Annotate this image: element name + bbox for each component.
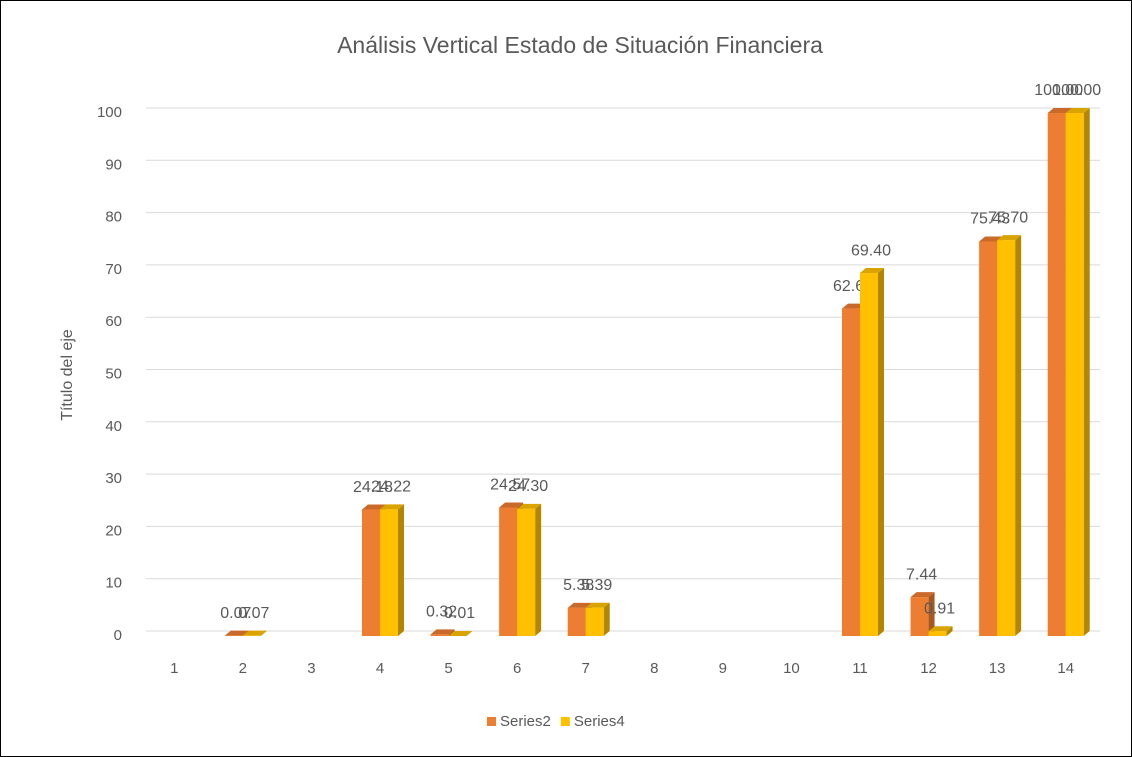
y-tick-label: 50 (105, 365, 122, 382)
bar (997, 240, 1016, 637)
bar-side (535, 503, 542, 636)
bar-top (1047, 108, 1072, 113)
bar-top (910, 592, 935, 598)
x-tick-label: 13 (989, 660, 1006, 677)
data-label: 5.39 (581, 577, 612, 594)
bar (380, 509, 398, 636)
bar-top (1065, 108, 1090, 113)
bar (362, 509, 380, 636)
legend-label: Series2 (500, 713, 551, 730)
bar-top (997, 235, 1022, 241)
x-tick-label: 8 (650, 660, 658, 677)
data-label: 24.57 (490, 477, 530, 494)
bar-top (224, 630, 249, 636)
legend-swatch (560, 717, 570, 726)
bar-top (430, 629, 455, 635)
y-tick-label: 10 (105, 575, 122, 592)
y-tick-label: 80 (105, 209, 122, 226)
bar-side (1083, 108, 1090, 636)
y-tick-label: 70 (105, 261, 122, 278)
y-tick-label: 40 (105, 418, 122, 435)
bar-top (585, 602, 610, 608)
y-tick-label: 0 (114, 627, 122, 644)
bar (860, 273, 878, 636)
bar-top (860, 268, 884, 274)
data-label: 0.07 (238, 605, 269, 622)
x-tick-label: 11 (852, 660, 868, 677)
bar-top (499, 502, 524, 508)
x-tick-label: 7 (582, 660, 590, 677)
bar-side (603, 602, 610, 636)
x-tick-label: 5 (444, 660, 452, 677)
bar-side (1015, 235, 1022, 637)
data-label: 0.01 (444, 605, 475, 622)
bar-top (242, 630, 267, 636)
bar-side (928, 592, 935, 636)
bar (499, 507, 518, 636)
bar-top (380, 504, 404, 510)
legend-swatch (487, 717, 496, 726)
bar-side (946, 626, 953, 636)
x-tick-label: 4 (376, 660, 384, 677)
data-label: 75.70 (988, 209, 1028, 226)
bar-side (260, 630, 267, 636)
y-tick-label: 90 (105, 156, 122, 173)
bar (567, 607, 586, 636)
x-tick-label: 6 (513, 660, 521, 677)
y-tick-label: 100 (97, 104, 122, 121)
bar-top (448, 630, 473, 636)
x-tick-label: 12 (920, 660, 937, 677)
chart-title: Análisis Vertical Estado de Situación Fi… (337, 32, 823, 58)
x-tick-label: 10 (783, 660, 800, 677)
data-label: 24.22 (371, 479, 411, 496)
data-label: 5.38 (563, 577, 594, 594)
data-label: 7.44 (906, 566, 937, 583)
bar (1047, 113, 1066, 636)
legend-label: Series4 (574, 713, 625, 730)
y-axis-title: Título del eje (59, 329, 76, 421)
data-label: 75.43 (970, 211, 1010, 228)
x-tick-label: 9 (719, 660, 727, 677)
x-tick-label: 14 (1057, 660, 1074, 677)
bar (517, 508, 536, 636)
bar (1065, 113, 1084, 636)
bar-side (448, 629, 455, 636)
bar-top (928, 626, 953, 632)
data-label: 0.32 (426, 604, 457, 621)
bar (979, 241, 998, 636)
y-tick-label: 60 (105, 313, 122, 330)
y-tick-label: 30 (105, 470, 122, 487)
bar-top (567, 602, 592, 608)
bar (928, 631, 947, 636)
bar (910, 597, 929, 636)
bar-side (878, 268, 884, 636)
bar-side (466, 630, 473, 636)
data-label: 100.00 (1034, 82, 1083, 99)
x-tick-label: 3 (307, 660, 315, 677)
data-label: 0.91 (924, 600, 955, 617)
data-label: 100.00 (1052, 82, 1101, 99)
bar (430, 634, 449, 636)
bar-top (362, 504, 386, 510)
data-label: 0.07 (220, 605, 251, 622)
data-label: 24.30 (508, 478, 548, 495)
x-tick-label: 2 (239, 660, 247, 677)
bar (585, 607, 604, 636)
data-label: 69.40 (851, 242, 891, 259)
bar-top (517, 503, 542, 509)
bar (842, 308, 860, 636)
data-label: 24.18 (353, 479, 393, 496)
y-tick-label: 20 (105, 522, 122, 539)
x-tick-label: 1 (170, 660, 178, 677)
bar-side (398, 504, 404, 636)
